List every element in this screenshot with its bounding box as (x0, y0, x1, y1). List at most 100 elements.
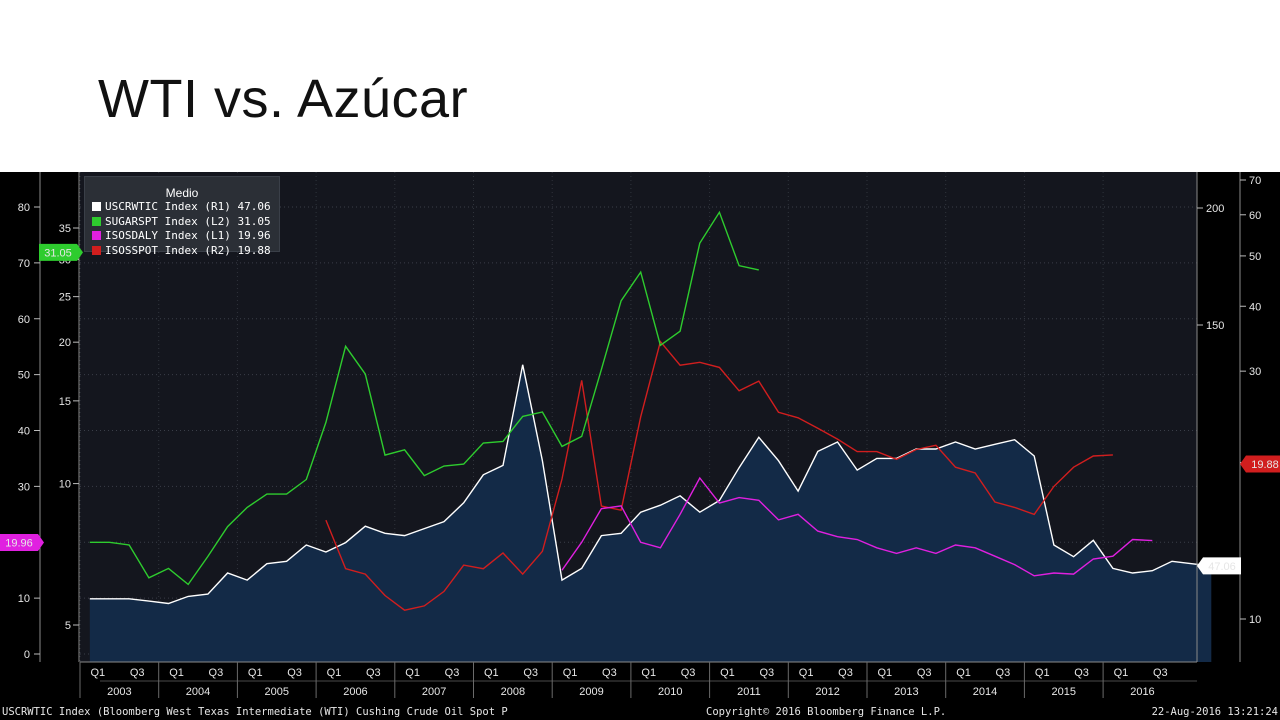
footer-source: USCRWTIC Index (Bloomberg West Texas Int… (2, 706, 508, 718)
legend-item-wti: USCRWTIC Index (R1) 47.06 (85, 200, 279, 215)
x-quarter-label: Q3 (1074, 667, 1089, 679)
wti-area (89, 364, 1212, 662)
x-quarter-label: Q3 (838, 667, 853, 679)
x-year-label: 2007 (422, 686, 446, 698)
x-year-label: 2015 (1052, 686, 1076, 698)
x-quarter-label: Q1 (563, 667, 578, 679)
x-year-label: 2006 (343, 686, 367, 698)
x-quarter-label: Q1 (169, 667, 184, 679)
x-year-label: 2005 (265, 686, 289, 698)
x-quarter-label: Q3 (130, 667, 145, 679)
y-tick-label-r2: 50 (1249, 251, 1261, 263)
y-tick-label-l2: 25 (59, 292, 71, 304)
isosspot-line (325, 340, 1113, 611)
footer-timestamp: 22-Aug-2016 13:21:24 (1152, 706, 1278, 718)
x-year-label: 2004 (186, 686, 210, 698)
x-quarter-label: Q3 (681, 667, 696, 679)
y-tick-label-l2: 35 (59, 223, 71, 235)
wti-line (89, 364, 1212, 605)
legend-item-isosspot: ISOSSPOT Index (R2) 19.88 (85, 244, 279, 259)
x-year-label: 2016 (1130, 686, 1154, 698)
legend-swatch (92, 216, 101, 226)
legend-label: SUGARSPT Index (L2) 31.05 (105, 214, 271, 228)
chart-panel: 0102030405060708051015202530351502001020… (0, 172, 1280, 720)
isosspot-value-label: 19.88 (1240, 455, 1280, 473)
sugar-value-label-box (39, 243, 83, 261)
wti-value-label: 47.06 (1197, 557, 1241, 575)
y-tick-label-r2: 30 (1249, 366, 1261, 378)
x-year-label: 2013 (894, 686, 918, 698)
x-quarter-label: Q1 (1035, 667, 1050, 679)
y-tick-label-l1: 70 (18, 258, 30, 270)
y-tick-label-l2: 20 (59, 337, 71, 349)
x-quarter-label: Q1 (484, 667, 499, 679)
x-year-label: 2010 (658, 686, 682, 698)
footer-copyright: Copyright© 2016 Bloomberg Finance L.P. (706, 706, 946, 718)
isosdaly-value-label: 19.96 (0, 533, 44, 551)
y-tick-label-l2: 5 (65, 620, 71, 632)
x-year-label: 2008 (501, 686, 525, 698)
sugar-line (89, 210, 759, 586)
x-quarter-label: Q1 (641, 667, 656, 679)
sugar-value-label: 31.05 (39, 243, 83, 261)
sugar-value-label-text: 31.05 (44, 247, 72, 259)
legend-label: ISOSDALY Index (L1) 19.96 (105, 229, 271, 242)
y-tick-label-l1: 40 (18, 426, 30, 438)
isosdaly-value-label-text: 19.96 (5, 537, 33, 549)
x-quarter-label: Q3 (1153, 667, 1168, 679)
legend-label: USCRWTIC Index (R1) 47.06 (105, 200, 271, 213)
wti-value-label-box (1197, 557, 1241, 575)
chart-canvas: 0102030405060708051015202530351502001020… (0, 172, 1280, 720)
x-year-label: 2012 (815, 686, 839, 698)
legend-swatch (92, 202, 101, 211)
x-quarter-label: Q1 (1114, 667, 1129, 679)
slide-title: WTI vs. Azúcar (98, 69, 469, 129)
x-quarter-label: Q1 (90, 667, 105, 679)
x-axis-band (80, 662, 1197, 702)
x-quarter-label: Q3 (366, 667, 381, 679)
x-quarter-label: Q1 (799, 667, 814, 679)
x-quarter-label: Q3 (287, 667, 302, 679)
x-quarter-label: Q3 (996, 667, 1011, 679)
isosspot-value-label-text: 19.88 (1251, 459, 1279, 471)
y-tick-label-l1: 50 (18, 370, 30, 382)
y-tick-label-l1: 0 (24, 649, 30, 661)
x-year-label: 2014 (973, 686, 997, 698)
wti-value-label-text: 47.06 (1208, 561, 1236, 573)
y-tick-label-r2: 10 (1249, 614, 1261, 626)
y-tick-label-l1: 80 (18, 202, 30, 214)
x-quarter-label: Q3 (209, 667, 224, 679)
x-quarter-label: Q1 (327, 667, 342, 679)
x-quarter-label: Q3 (759, 667, 774, 679)
x-quarter-label: Q1 (405, 667, 420, 679)
y-tick-label-r2: 40 (1249, 301, 1261, 313)
x-year-label: 2011 (737, 686, 761, 698)
x-year-label: 2003 (107, 686, 131, 698)
y-tick-label-r2: 60 (1249, 210, 1261, 222)
x-quarter-label: Q3 (523, 667, 538, 679)
x-quarter-label: Q1 (720, 667, 735, 679)
x-quarter-label: Q1 (248, 667, 263, 679)
x-quarter-label: Q3 (602, 667, 617, 679)
y-tick-label-r1: 200 (1206, 203, 1224, 215)
y-tick-label-l2: 15 (59, 396, 71, 408)
legend-swatch (92, 231, 101, 240)
isosspot-value-label-box (1240, 455, 1280, 473)
y-tick-label-l1: 60 (18, 314, 30, 326)
x-quarter-label: Q1 (956, 667, 971, 679)
legend-label: ISOSSPOT Index (R2) 19.88 (105, 243, 271, 257)
y-tick-label-r1: 150 (1206, 320, 1224, 332)
x-quarter-label: Q3 (445, 667, 460, 679)
x-year-label: 2009 (579, 686, 603, 698)
legend-item-sugar: SUGARSPT Index (L2) 31.05 (85, 215, 279, 230)
y-tick-label-l2: 10 (59, 479, 71, 491)
chart-legend: Medio USCRWTIC Index (R1) 47.06 SUGARSPT… (84, 176, 280, 257)
x-quarter-label: Q3 (917, 667, 932, 679)
y-tick-label-l1: 10 (18, 593, 30, 605)
legend-swatch (92, 245, 101, 255)
legend-title: Medio (165, 186, 199, 200)
x-quarter-label: Q1 (877, 667, 892, 679)
y-tick-label-l1: 30 (18, 481, 30, 493)
isosdaly-value-label-box (0, 533, 44, 551)
isosdaly-line (561, 476, 1153, 577)
